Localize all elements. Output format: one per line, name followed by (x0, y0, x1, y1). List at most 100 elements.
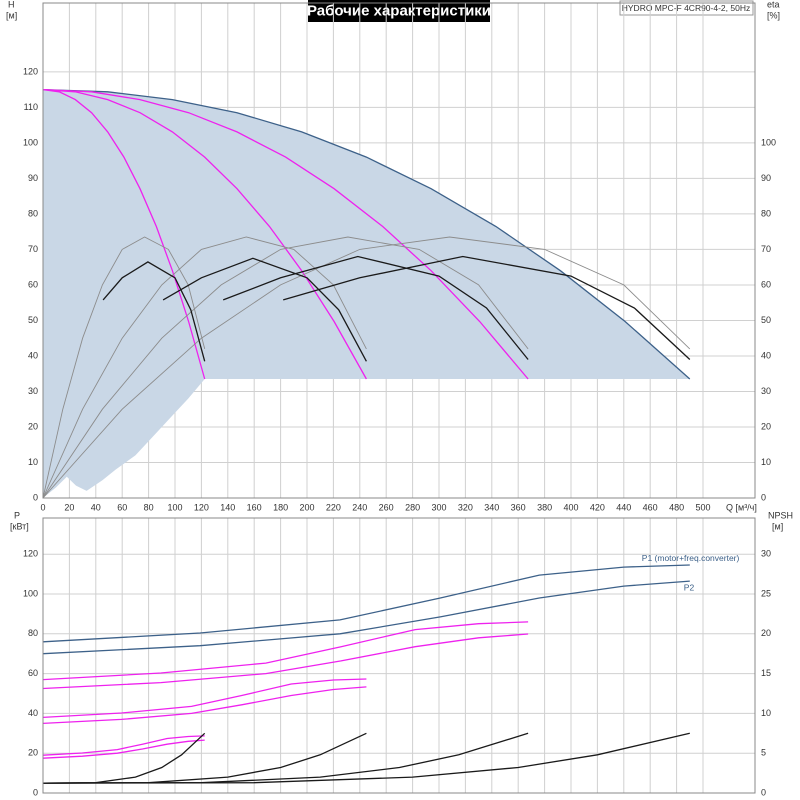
y2-tick-label: 50 (761, 315, 771, 325)
x-tick-label: 0 (40, 502, 45, 512)
x-tick-label: 140 (220, 502, 235, 512)
y-tick-label: 100 (23, 137, 38, 147)
line (42, 580, 690, 655)
x-tick-label: 100 (167, 502, 182, 512)
area (43, 89, 690, 498)
y-axis-label: H (8, 0, 15, 9)
y2-tick-label: 10 (761, 457, 771, 467)
y-tick-label: 90 (28, 173, 38, 183)
line (42, 621, 529, 681)
x-axis-label: Q [м³/ч] (726, 502, 757, 512)
y-tick-label: 10 (28, 457, 38, 467)
y2-tick-label: 20 (761, 421, 771, 431)
y2-tick-label: 80 (761, 208, 771, 218)
line (42, 236, 691, 499)
x-tick-label: 60 (117, 502, 127, 512)
x-tick-label: 500 (695, 502, 710, 512)
y-axis-label: P (14, 510, 20, 520)
y2-tick-label: 40 (761, 350, 771, 360)
x-tick-label: 200 (299, 502, 314, 512)
x-tick-label: 300 (431, 502, 446, 512)
y-tick-label: 120 (23, 66, 38, 76)
y-tick-label: 40 (28, 708, 38, 718)
y2-axis-label: eta (767, 0, 780, 9)
y-tick-label: 0 (33, 787, 38, 797)
y2-axis-unit: [м] (772, 521, 783, 531)
x-tick-label: 380 (537, 502, 552, 512)
x-tick-label: 80 (144, 502, 154, 512)
x-tick-label: 340 (484, 502, 499, 512)
line (42, 88, 529, 380)
x-tick-label: 360 (511, 502, 526, 512)
y-tick-label: 30 (28, 386, 38, 396)
y2-tick-label: 30 (761, 386, 771, 396)
x-tick-label: 180 (273, 502, 288, 512)
line (42, 564, 690, 643)
y-tick-label: 20 (28, 748, 38, 758)
x-tick-label: 420 (590, 502, 605, 512)
y-tick-label: 70 (28, 244, 38, 254)
chart-title: Рабочие характеристики (307, 2, 491, 19)
line (42, 732, 529, 784)
y2-tick-label: 60 (761, 279, 771, 289)
line (42, 236, 367, 499)
y2-tick-label: 15 (761, 668, 771, 678)
x-tick-label: 20 (64, 502, 74, 512)
line (42, 236, 529, 499)
line (42, 739, 205, 759)
x-tick-label: 480 (669, 502, 684, 512)
y2-axis-unit: [%] (767, 10, 780, 20)
y2-tick-label: 70 (761, 244, 771, 254)
line (283, 255, 691, 360)
y2-tick-label: 30 (761, 549, 771, 559)
y2-tick-label: 5 (761, 748, 766, 758)
y-axis-unit: [кВт] (10, 521, 29, 531)
y-tick-label: 100 (23, 588, 38, 598)
x-tick-label: 440 (616, 502, 631, 512)
line (42, 236, 206, 499)
line (42, 678, 367, 719)
model-label: HYDRO MPC-F 4CR90-4-2, 50Hz (622, 3, 750, 13)
line (42, 735, 205, 756)
x-tick-label: 120 (194, 502, 209, 512)
y-tick-label: 80 (28, 208, 38, 218)
y-tick-label: 60 (28, 668, 38, 678)
x-tick-label: 40 (91, 502, 101, 512)
y-tick-label: 0 (33, 492, 38, 502)
plot-frame (42, 517, 756, 794)
x-tick-label: 260 (379, 502, 394, 512)
y2-tick-label: 0 (761, 787, 766, 797)
y2-tick-label: 90 (761, 173, 771, 183)
y-tick-label: 60 (28, 279, 38, 289)
x-tick-label: 280 (405, 502, 420, 512)
y-tick-label: 20 (28, 421, 38, 431)
x-tick-label: 460 (643, 502, 658, 512)
y2-tick-label: 10 (761, 708, 771, 718)
x-tick-label: 320 (458, 502, 473, 512)
x-tick-label: 400 (563, 502, 578, 512)
line (42, 88, 691, 380)
y-tick-label: 110 (24, 102, 38, 112)
y2-tick-label: 20 (761, 628, 771, 638)
line (42, 633, 529, 690)
y-axis-unit: [м] (6, 10, 17, 20)
line (222, 255, 529, 360)
model-box (619, 0, 754, 16)
panel: 0 10 20 30 40 50 60 70 80 90 100 110 120 0 10 20 30 40 50 6… (23, 2, 776, 512)
y2-axis-label: NPSH (768, 510, 793, 520)
line (162, 257, 367, 362)
series-label: P2 (684, 582, 695, 592)
x-tick-label: 240 (352, 502, 367, 512)
y2-tick-label: 25 (761, 588, 771, 598)
title-box (308, 0, 490, 22)
y-tick-label: 50 (28, 315, 38, 325)
line (102, 261, 206, 362)
line (42, 88, 206, 380)
line (42, 732, 367, 784)
y-tick-label: 80 (28, 628, 38, 638)
series-label: P1 (motor+freq.converter) (642, 553, 740, 563)
line (42, 732, 690, 784)
plot-frame (42, 2, 756, 499)
line (42, 88, 367, 380)
